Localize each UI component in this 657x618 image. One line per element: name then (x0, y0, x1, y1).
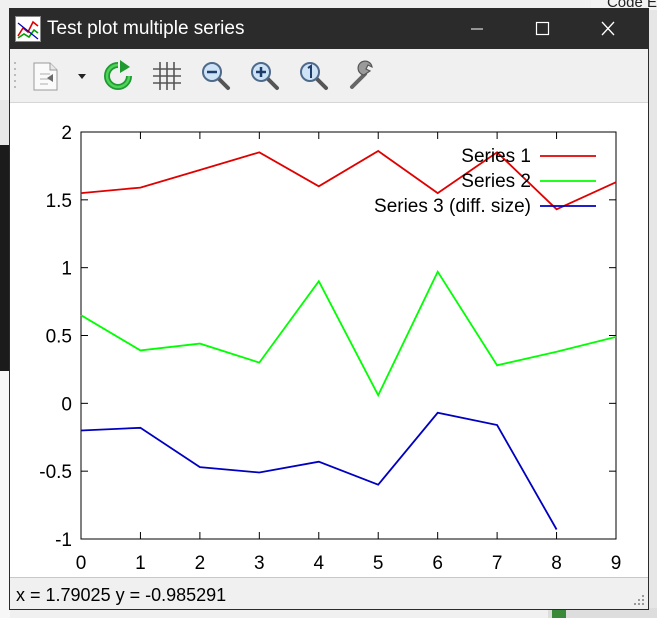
background-panel-dark (0, 145, 10, 371)
settings-button[interactable] (347, 60, 379, 92)
x-tick-label: 4 (313, 553, 324, 574)
series-lines (80, 149, 617, 530)
background-taskbar-fragment (548, 608, 657, 618)
y-tick-labels: 2 1.5 1 0.5 0 -0.5 -1 (39, 123, 72, 551)
window-title: Test plot multiple series (47, 18, 245, 39)
background-panel (0, 100, 10, 145)
grid-icon (153, 62, 181, 90)
close-icon (601, 21, 615, 36)
zoom-in-button[interactable] (249, 60, 281, 92)
tick-marks (80, 131, 617, 540)
legend: Series 1 Series 2 Series 3 (diff. size) (374, 146, 596, 217)
minimize-icon (471, 28, 483, 30)
replot-icon (104, 60, 132, 90)
series-2-line (80, 269, 617, 398)
x-tick-label: 9 (611, 553, 622, 574)
axes-frame (80, 131, 617, 540)
status-bar: x = 1.79025 y = -0.985291 (10, 577, 648, 609)
plot-app-icon (15, 16, 41, 42)
zoom-reset-button[interactable] (298, 60, 330, 92)
y-tick-label: 1.5 (46, 191, 72, 212)
legend-label-series-2: Series 2 (461, 171, 531, 192)
background-window-edge: Code E (591, 0, 657, 11)
copy-menu-button[interactable] (30, 60, 92, 92)
y-tick-label: -1 (55, 530, 72, 551)
x-tick-label: 2 (195, 553, 206, 574)
zoom-out-button[interactable] (200, 60, 232, 92)
background-window-strip (649, 10, 657, 618)
series-1-line (80, 149, 617, 211)
y-tick-label: 2 (61, 123, 72, 144)
zoom-in-icon (251, 62, 279, 90)
settings-icon (350, 60, 373, 89)
maximize-button[interactable] (519, 9, 565, 49)
maximize-icon (535, 21, 550, 36)
cursor-coordinates: x = 1.79025 y = -0.985291 (16, 585, 227, 605)
background-window-title: Code E (606, 0, 657, 11)
x-tick-label: 3 (254, 553, 265, 574)
grid-button[interactable] (151, 60, 183, 92)
copy-menu-icon (33, 62, 86, 91)
title-bar[interactable]: Test plot multiple series (10, 9, 648, 49)
x-tick-label: 5 (373, 553, 384, 574)
y-tick-label: 0.5 (46, 327, 72, 348)
x-tick-labels: 0 1 2 3 4 5 6 7 8 9 (76, 553, 622, 574)
close-button[interactable] (585, 9, 631, 49)
y-tick-label: -0.5 (39, 462, 72, 483)
x-tick-label: 8 (551, 553, 562, 574)
plot-border (80, 131, 617, 540)
series-3-line (80, 411, 558, 530)
legend-label-series-3: Series 3 (diff. size) (374, 196, 531, 217)
plot-window: Test plot multiple series (9, 8, 649, 610)
zoom-out-icon (202, 62, 230, 90)
toolbar (10, 49, 648, 103)
size-grip-icon[interactable] (633, 594, 645, 606)
legend-label-series-1: Series 1 (461, 146, 531, 167)
minimize-button[interactable] (454, 9, 500, 49)
x-tick-label: 6 (432, 553, 443, 574)
zoom-reset-icon (300, 62, 328, 90)
toolbar-grip (14, 62, 16, 88)
x-tick-label: 7 (492, 553, 503, 574)
y-tick-label: 1 (61, 259, 72, 280)
x-tick-label: 1 (135, 553, 146, 574)
replot-button[interactable] (102, 60, 134, 92)
y-tick-label: 0 (61, 394, 72, 415)
background-panel-lower (0, 371, 10, 618)
x-tick-label: 0 (76, 553, 87, 574)
